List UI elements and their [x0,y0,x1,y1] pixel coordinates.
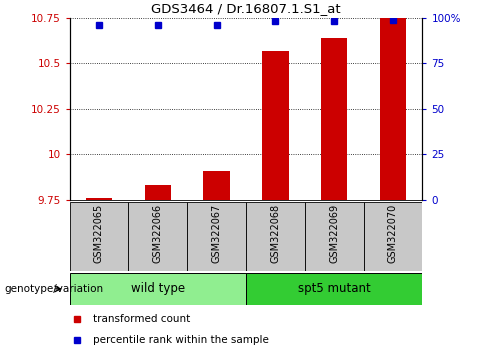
Bar [204,171,230,200]
Text: wild type: wild type [131,282,185,295]
Bar [70,273,246,305]
Text: spt5 mutant: spt5 mutant [298,282,371,295]
Bar [128,202,187,271]
Bar [70,202,128,271]
Bar [144,185,171,200]
Text: GSM322067: GSM322067 [212,204,222,263]
Text: GSM322070: GSM322070 [388,204,398,263]
Text: transformed count: transformed count [93,314,190,324]
Bar [86,198,112,200]
Bar [305,202,364,271]
Text: GSM322066: GSM322066 [153,204,163,263]
Bar [380,18,406,200]
Text: percentile rank within the sample: percentile rank within the sample [93,335,268,345]
Bar [246,202,305,271]
Bar [187,202,246,271]
Text: GSM322069: GSM322069 [329,204,339,263]
Bar [364,202,422,271]
Bar [246,273,422,305]
Text: genotype/variation: genotype/variation [5,284,104,294]
Bar [262,51,288,200]
Title: GDS3464 / Dr.16807.1.S1_at: GDS3464 / Dr.16807.1.S1_at [151,2,341,15]
Bar [321,38,348,200]
Text: GSM322068: GSM322068 [270,204,280,263]
Text: GSM322065: GSM322065 [94,204,104,263]
